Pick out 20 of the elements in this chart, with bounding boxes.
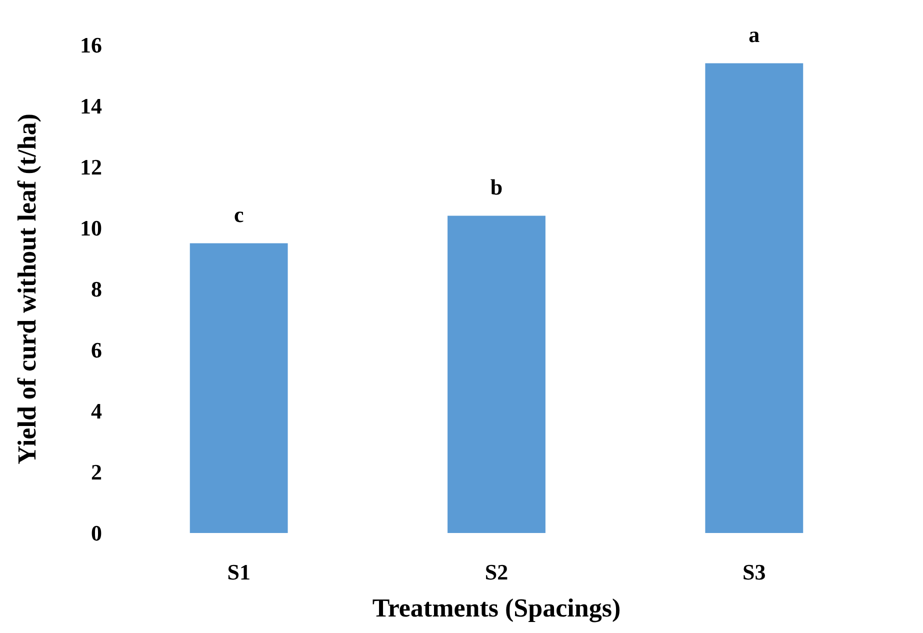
annotation: b [490,174,503,200]
y-tick-label: 14 [80,94,102,118]
annotation: a [748,22,760,47]
annotation: c [234,202,244,227]
y-tick-label: 0 [91,520,102,546]
y-tick-label: 8 [91,276,102,302]
y-tick-label: 16 [80,32,102,58]
bar [448,216,546,533]
y-tick-label: 6 [91,338,102,362]
y-tick-label: 4 [91,398,102,424]
x-tick-label: S3 [742,560,766,584]
y-tick-label: 10 [80,216,102,240]
x-tick-label: S1 [227,560,250,584]
bar [190,243,288,533]
x-axis-title: Treatments (Spacings) [372,594,621,622]
x-tick-label: S2 [484,560,508,584]
y-tick-label: 12 [80,154,102,180]
y-tick-label: 2 [91,460,102,484]
y-axis-title: Yield of curd without leaf (t/ha) [12,114,42,464]
bar [705,63,804,533]
